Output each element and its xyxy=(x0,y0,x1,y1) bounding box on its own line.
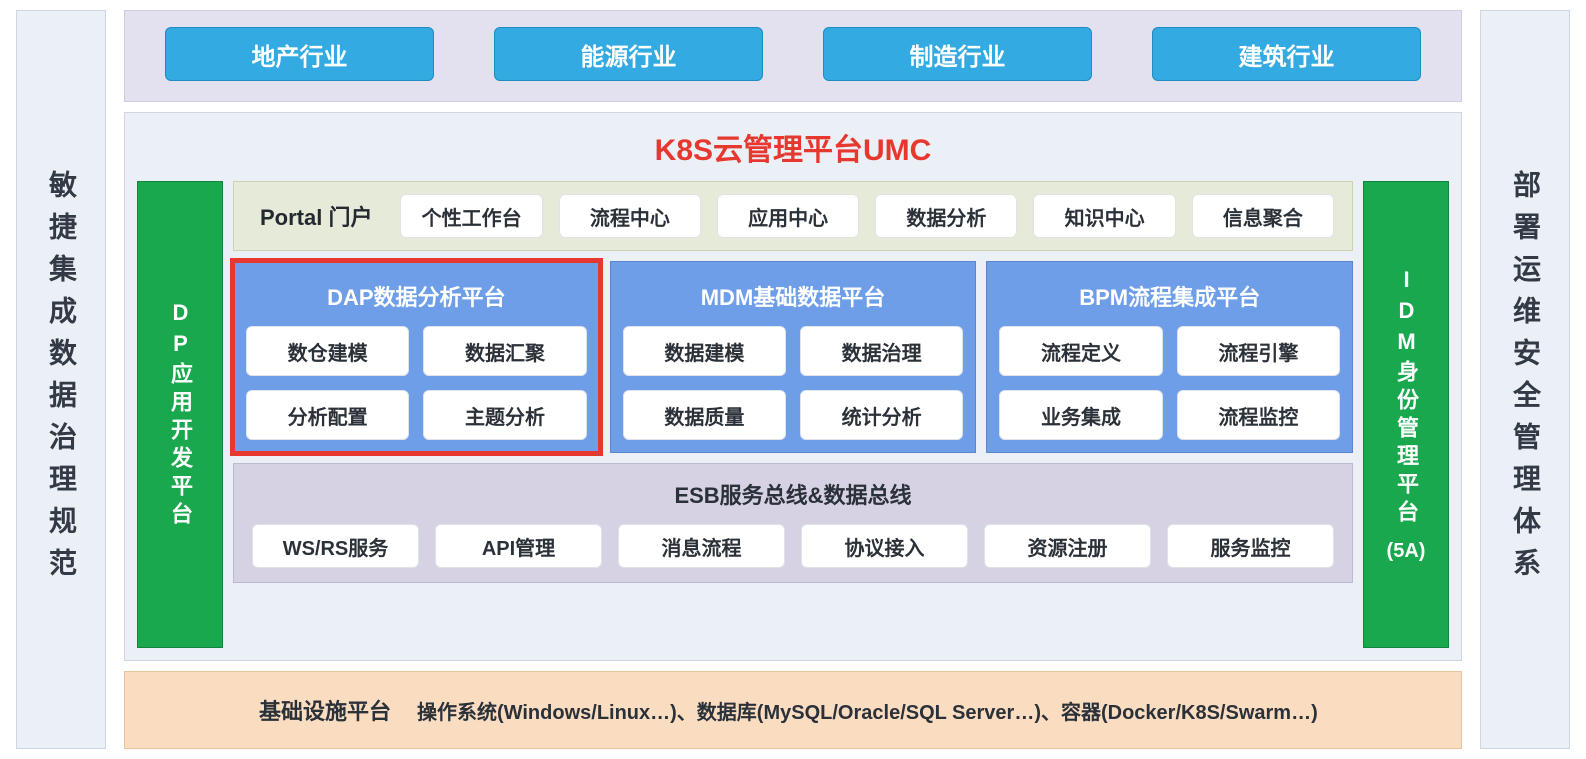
mdm-cell-2: 数据质量 xyxy=(623,390,786,440)
esb-item-2: 消息流程 xyxy=(618,524,785,568)
center-column: 地产行业 能源行业 制造行业 建筑行业 K8S云管理平台UMC DP应用开发平台… xyxy=(124,10,1462,749)
platform-mdm-grid: 数据建模 数据治理 数据质量 统计分析 xyxy=(623,326,964,440)
esb-item-5: 服务监控 xyxy=(1167,524,1334,568)
esb-title: ESB服务总线&数据总线 xyxy=(252,474,1334,514)
esb-item-4: 资源注册 xyxy=(984,524,1151,568)
dap-cell-0: 数仓建模 xyxy=(246,326,409,376)
portal-chips: 个性工作台 流程中心 应用中心 数据分析 知识中心 信息聚合 xyxy=(400,194,1334,238)
main-block: K8S云管理平台UMC DP应用开发平台 Portal 门户 个性工作台 流程中… xyxy=(124,112,1462,661)
platform-dap: DAP数据分析平台 数仓建模 数据汇聚 分析配置 主题分析 xyxy=(233,261,600,453)
esb-item-1: API管理 xyxy=(435,524,602,568)
right-side-label: 部署运维安全管理体系 xyxy=(1505,170,1545,590)
platform-bpm-grid: 流程定义 流程引擎 业务集成 流程监控 xyxy=(999,326,1340,440)
platform-bpm: BPM流程集成平台 流程定义 流程引擎 业务集成 流程监控 xyxy=(986,261,1353,453)
industry-construction: 建筑行业 xyxy=(1152,27,1421,81)
infra-label: 基础设施平台 xyxy=(149,694,391,726)
bpm-cell-3: 流程监控 xyxy=(1177,390,1340,440)
portal-item-2: 应用中心 xyxy=(717,194,859,238)
portal-item-3: 数据分析 xyxy=(875,194,1017,238)
platforms-row: DAP数据分析平台 数仓建模 数据汇聚 分析配置 主题分析 MDM基础数据平台 xyxy=(233,261,1353,453)
industry-manufacturing: 制造行业 xyxy=(823,27,1092,81)
platform-dap-title: DAP数据分析平台 xyxy=(246,274,587,314)
idm-platform-sub: (5A) xyxy=(1387,540,1426,563)
mdm-cell-0: 数据建模 xyxy=(623,326,786,376)
bpm-cell-2: 业务集成 xyxy=(999,390,1162,440)
portal-item-4: 知识中心 xyxy=(1033,194,1175,238)
esb-chips: WS/RS服务 API管理 消息流程 协议接入 资源注册 服务监控 xyxy=(252,524,1334,568)
mdm-cell-3: 统计分析 xyxy=(800,390,963,440)
dap-cell-3: 主题分析 xyxy=(423,390,586,440)
main-title: K8S云管理平台UMC xyxy=(137,113,1449,181)
infra-text: 操作系统(Windows/Linux…)、数据库(MySQL/Oracle/SQ… xyxy=(417,696,1318,725)
portal-item-0: 个性工作台 xyxy=(400,194,542,238)
portal-item-5: 信息聚合 xyxy=(1192,194,1334,238)
mdm-cell-1: 数据治理 xyxy=(800,326,963,376)
dp-platform-column: DP应用开发平台 xyxy=(137,181,223,648)
dap-cell-1: 数据汇聚 xyxy=(423,326,586,376)
infra-band: 基础设施平台 操作系统(Windows/Linux…)、数据库(MySQL/Or… xyxy=(124,671,1462,749)
portal-band: Portal 门户 个性工作台 流程中心 应用中心 数据分析 知识中心 信息聚合 xyxy=(233,181,1353,251)
platform-mdm: MDM基础数据平台 数据建模 数据治理 数据质量 统计分析 xyxy=(610,261,977,453)
middle-stack: Portal 门户 个性工作台 流程中心 应用中心 数据分析 知识中心 信息聚合 xyxy=(233,181,1353,648)
industry-bar: 地产行业 能源行业 制造行业 建筑行业 xyxy=(124,10,1462,102)
portal-label: Portal 门户 xyxy=(252,200,380,232)
idm-platform-label: IDM身份管理平台 xyxy=(1390,267,1422,528)
dap-cell-2: 分析配置 xyxy=(246,390,409,440)
bpm-cell-1: 流程引擎 xyxy=(1177,326,1340,376)
platform-dap-grid: 数仓建模 数据汇聚 分析配置 主题分析 xyxy=(246,326,587,440)
platform-bpm-title: BPM流程集成平台 xyxy=(999,274,1340,314)
left-side-label: 敏捷集成数据治理规范 xyxy=(41,170,81,590)
esb-item-0: WS/RS服务 xyxy=(252,524,419,568)
industry-realestate: 地产行业 xyxy=(165,27,434,81)
esb-item-3: 协议接入 xyxy=(801,524,968,568)
architecture-diagram: 敏捷集成数据治理规范 地产行业 能源行业 制造行业 建筑行业 K8S云管理平台U… xyxy=(0,0,1586,759)
esb-band: ESB服务总线&数据总线 WS/RS服务 API管理 消息流程 协议接入 资源注… xyxy=(233,463,1353,583)
dp-platform-label: DP应用开发平台 xyxy=(164,300,196,530)
bpm-cell-0: 流程定义 xyxy=(999,326,1162,376)
left-side-column: 敏捷集成数据治理规范 xyxy=(16,10,106,749)
triple-row: DP应用开发平台 Portal 门户 个性工作台 流程中心 应用中心 数据分析 … xyxy=(137,181,1449,648)
idm-platform-column: IDM身份管理平台 (5A) xyxy=(1363,181,1449,648)
platform-mdm-title: MDM基础数据平台 xyxy=(623,274,964,314)
right-side-column: 部署运维安全管理体系 xyxy=(1480,10,1570,749)
industry-energy: 能源行业 xyxy=(494,27,763,81)
portal-item-1: 流程中心 xyxy=(559,194,701,238)
